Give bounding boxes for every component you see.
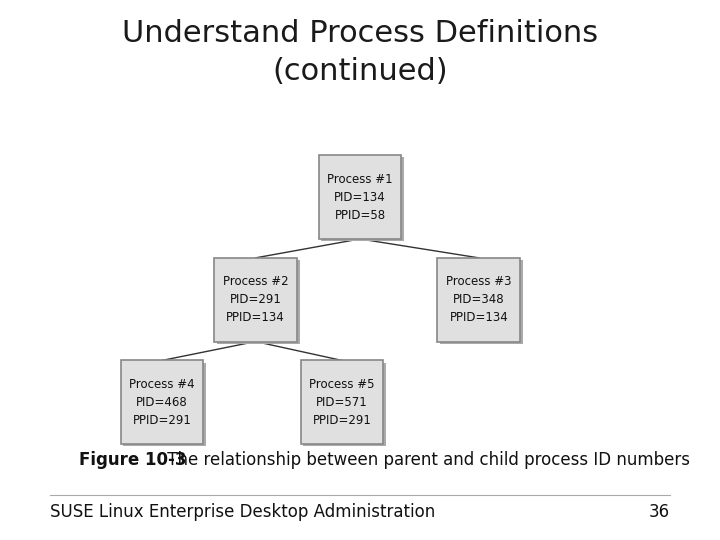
Text: Process #5
PID=571
PPID=291: Process #5 PID=571 PPID=291 xyxy=(310,378,374,427)
Text: Understand Process Definitions: Understand Process Definitions xyxy=(122,19,598,48)
Text: Process #2
PID=291
PPID=134: Process #2 PID=291 PPID=134 xyxy=(222,275,289,324)
FancyBboxPatch shape xyxy=(438,258,521,342)
FancyBboxPatch shape xyxy=(124,363,207,446)
Text: Figure 10-3: Figure 10-3 xyxy=(79,451,186,469)
Text: 36: 36 xyxy=(649,503,670,521)
FancyBboxPatch shape xyxy=(121,361,204,444)
FancyBboxPatch shape xyxy=(215,258,297,342)
Text: Process #4
PID=468
PPID=291: Process #4 PID=468 PPID=291 xyxy=(129,378,195,427)
FancyBboxPatch shape xyxy=(441,260,523,344)
Text: Process #1
PID=134
PPID=58: Process #1 PID=134 PPID=58 xyxy=(327,173,393,221)
FancyBboxPatch shape xyxy=(301,361,383,444)
FancyBboxPatch shape xyxy=(319,156,402,239)
FancyBboxPatch shape xyxy=(217,260,300,344)
FancyBboxPatch shape xyxy=(304,363,386,446)
Text: SUSE Linux Enterprise Desktop Administration: SUSE Linux Enterprise Desktop Administra… xyxy=(50,503,436,521)
Text: The relationship between parent and child process ID numbers: The relationship between parent and chil… xyxy=(162,451,690,469)
FancyBboxPatch shape xyxy=(322,157,405,241)
Text: (continued): (continued) xyxy=(272,57,448,86)
Text: Process #3
PID=348
PPID=134: Process #3 PID=348 PPID=134 xyxy=(446,275,511,324)
